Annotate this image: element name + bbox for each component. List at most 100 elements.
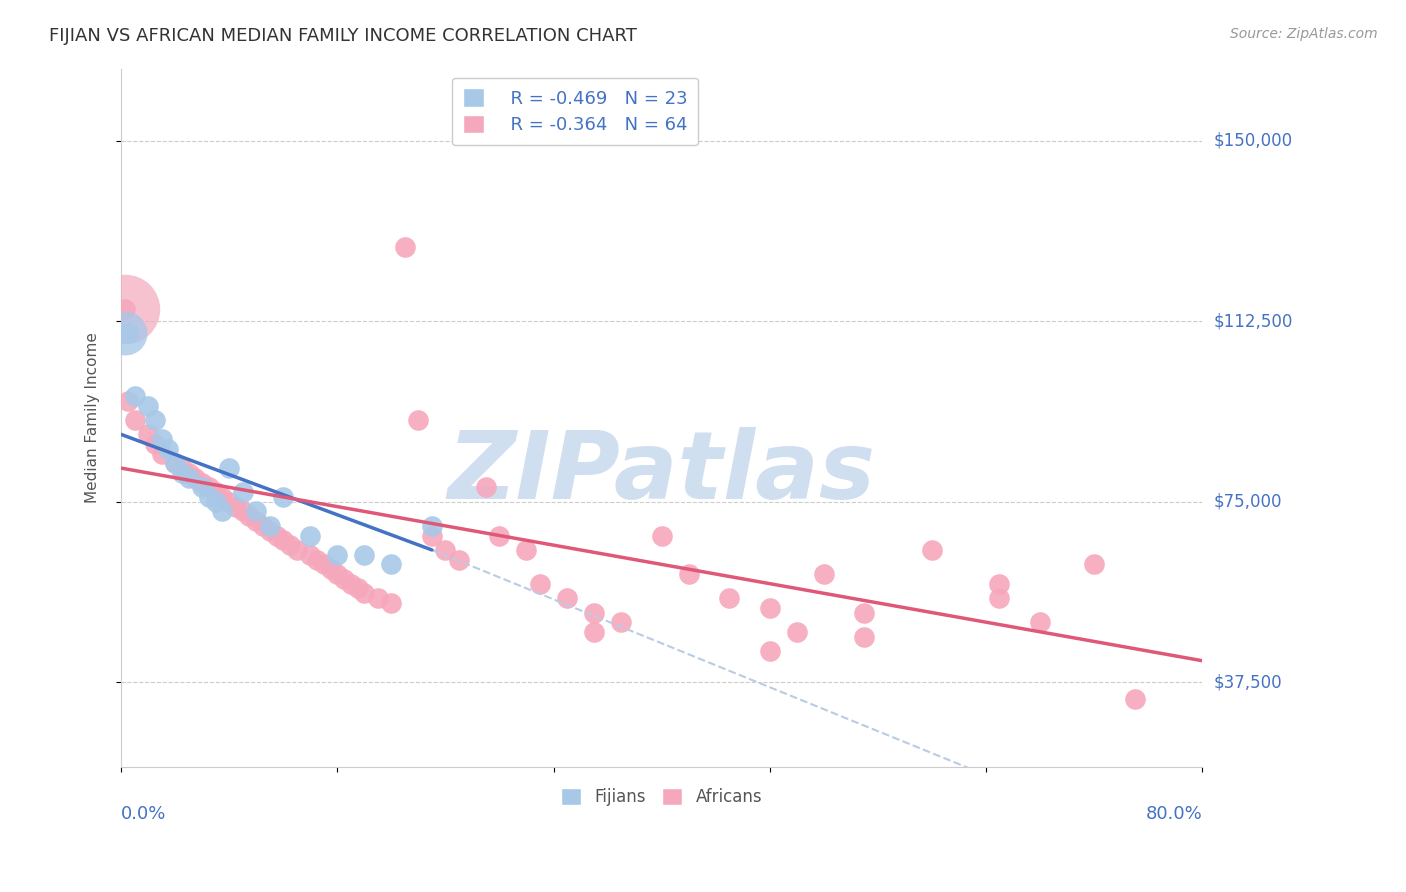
Point [353,586,375,600]
Point [218,495,240,509]
Point [150,432,173,446]
Point [232,485,254,500]
Point [420,519,443,533]
Point [718,591,741,606]
Point [326,548,349,562]
Point [191,475,214,490]
Point [150,447,173,461]
Point [758,644,780,658]
Point [278,538,301,552]
Point [198,480,221,494]
Point [285,543,308,558]
Point [346,582,368,596]
Point [170,466,193,480]
Point [211,504,233,518]
Point [853,606,876,620]
Point [211,490,233,504]
Point [1123,692,1146,706]
Point [610,615,633,629]
Point [165,456,187,470]
Text: ZIPatlas: ZIPatlas [447,427,876,519]
Point [319,562,342,576]
Text: 80.0%: 80.0% [1146,805,1202,823]
Point [312,558,335,572]
Point [813,567,835,582]
Point [678,567,700,582]
Point [786,624,808,639]
Y-axis label: Median Family Income: Median Family Income [86,332,100,503]
Point [259,524,281,538]
Text: 0.0%: 0.0% [121,805,166,823]
Point [136,427,159,442]
Point [245,514,267,528]
Point [143,413,166,427]
Point [124,389,146,403]
Point [177,471,200,485]
Point [299,528,322,542]
Point [853,630,876,644]
Text: $150,000: $150,000 [1213,132,1292,150]
Text: FIJIAN VS AFRICAN MEDIAN FAMILY INCOME CORRELATION CHART: FIJIAN VS AFRICAN MEDIAN FAMILY INCOME C… [49,27,637,45]
Point [218,461,240,475]
Legend: Fijians, Africans: Fijians, Africans [553,780,770,814]
Point [420,528,443,542]
Point [475,480,498,494]
Point [380,558,402,572]
Text: $37,500: $37,500 [1213,673,1282,691]
Text: $75,000: $75,000 [1213,492,1282,511]
Point [529,576,551,591]
Point [326,567,349,582]
Point [394,240,416,254]
Point [434,543,457,558]
Point [340,576,363,591]
Point [988,591,1011,606]
Point [232,504,254,518]
Point [114,302,136,317]
Point [225,500,247,514]
Point [245,504,267,518]
Point [136,399,159,413]
Point [1029,615,1052,629]
Point [117,393,139,408]
Point [271,533,294,548]
Point [191,480,214,494]
Point [177,466,200,480]
Text: $112,500: $112,500 [1213,312,1292,330]
Point [198,490,221,504]
Point [307,552,329,566]
Point [204,485,226,500]
Point [333,572,356,586]
Point [651,528,673,542]
Point [114,326,136,341]
Point [408,413,430,427]
Point [252,519,274,533]
Point [353,548,375,562]
Point [204,495,226,509]
Point [583,606,606,620]
Point [367,591,389,606]
Point [299,548,322,562]
Point [758,600,780,615]
Point [143,437,166,451]
Point [238,509,260,524]
Point [447,552,470,566]
Point [380,596,402,610]
Point [184,471,207,485]
Point [266,528,288,542]
Point [157,442,180,456]
Point [114,302,136,317]
Point [1083,558,1105,572]
Point [583,624,606,639]
Text: Source: ZipAtlas.com: Source: ZipAtlas.com [1230,27,1378,41]
Point [555,591,578,606]
Point [259,519,281,533]
Point [488,528,510,542]
Point [271,490,294,504]
Point [165,456,187,470]
Point [515,543,537,558]
Point [921,543,943,558]
Point [124,413,146,427]
Point [170,461,193,475]
Point [988,576,1011,591]
Point [117,326,139,341]
